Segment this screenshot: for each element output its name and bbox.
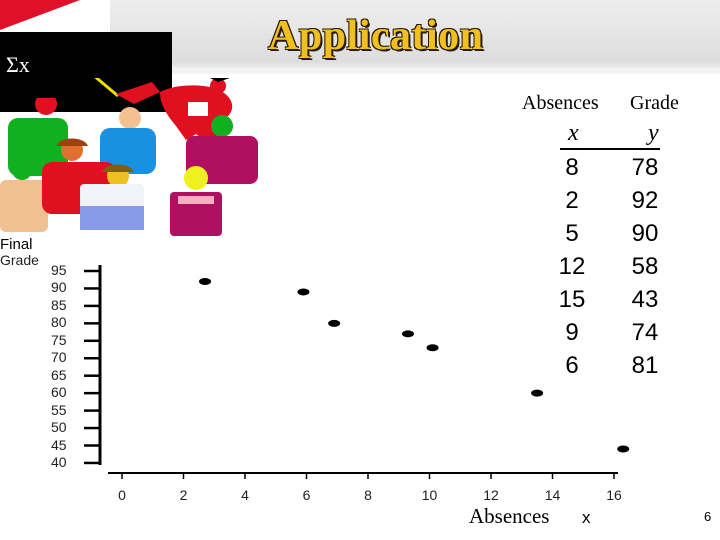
title-banner: [110, 0, 720, 72]
x-tick-label: 14: [544, 487, 561, 503]
student-back-mid: [100, 107, 156, 174]
table-header-rule: [560, 148, 660, 150]
y-tick-label: 95: [51, 262, 67, 278]
x-tick-label: 4: [241, 487, 249, 503]
data-point: [328, 319, 341, 327]
y-axis-label-line2: Grade: [0, 252, 39, 268]
x-tick-label: 10: [421, 487, 438, 503]
table-cell-x: 2: [565, 187, 579, 214]
student-front-left: [0, 160, 48, 232]
y-tick-label: 45: [51, 436, 67, 453]
data-point: [297, 288, 310, 296]
table-col1-var: x: [568, 120, 579, 146]
table-cell-y: 90: [631, 220, 659, 247]
y-tick-label: 60: [51, 384, 67, 401]
y-tick-label: 80: [51, 314, 67, 331]
table-col2-header: Grade: [630, 92, 679, 114]
y-tick-label: 90: [51, 279, 67, 296]
data-point: [401, 330, 414, 338]
x-tick-label: 6: [302, 487, 311, 503]
banner-red-accent: [0, 0, 80, 30]
title-banner-shadow: [140, 68, 720, 74]
data-point: [531, 389, 544, 397]
table-cell-y: 74: [631, 319, 659, 346]
x-tick-label: 12: [483, 487, 499, 503]
y-tick-label: 40: [51, 453, 67, 470]
table-cell-x: 9: [565, 319, 579, 346]
slide-number: 6: [704, 509, 712, 524]
y-tick-label: 65: [51, 366, 67, 383]
x-tick-label: 8: [364, 487, 372, 503]
table-cell-y: 43: [631, 286, 659, 313]
y-tick-label: 85: [51, 296, 67, 313]
table-cell-y: 58: [631, 253, 659, 280]
y-tick-label: 50: [51, 419, 67, 436]
x-tick-label: 0: [118, 487, 126, 503]
data-point: [199, 277, 212, 285]
table-cell-x: 6: [565, 352, 579, 379]
table-col1-header: Absences: [522, 92, 599, 114]
student-front-right: [80, 164, 144, 230]
y-axis-label-line1: Final: [0, 236, 33, 253]
student-front-far-right: [170, 166, 222, 236]
x-tick-label: 16: [606, 487, 622, 503]
classroom-clipart: [0, 78, 258, 236]
table-cell-x: 12: [558, 253, 586, 280]
data-point: [617, 445, 630, 453]
sigma-label: Σx: [6, 52, 30, 77]
table-cell-y: 92: [631, 187, 659, 214]
table-cell-x: 15: [558, 286, 586, 313]
table-cell-y: 81: [631, 352, 659, 379]
y-tick-label: 70: [51, 349, 67, 366]
data-point: [426, 344, 439, 352]
table-cell-y: 78: [631, 154, 659, 181]
table-col2-var: y: [648, 120, 659, 146]
slide-title: Application: [268, 13, 484, 59]
y-tick-label: 75: [51, 331, 67, 348]
table-cell-x: 5: [565, 220, 579, 247]
pointer-stick: [94, 78, 119, 98]
x-axis-label: Absences: [469, 504, 550, 528]
y-tick-label: 55: [51, 401, 67, 418]
x-axis-var: x: [582, 508, 591, 527]
x-tick-label: 2: [179, 487, 188, 503]
table-cell-x: 8: [565, 154, 579, 181]
